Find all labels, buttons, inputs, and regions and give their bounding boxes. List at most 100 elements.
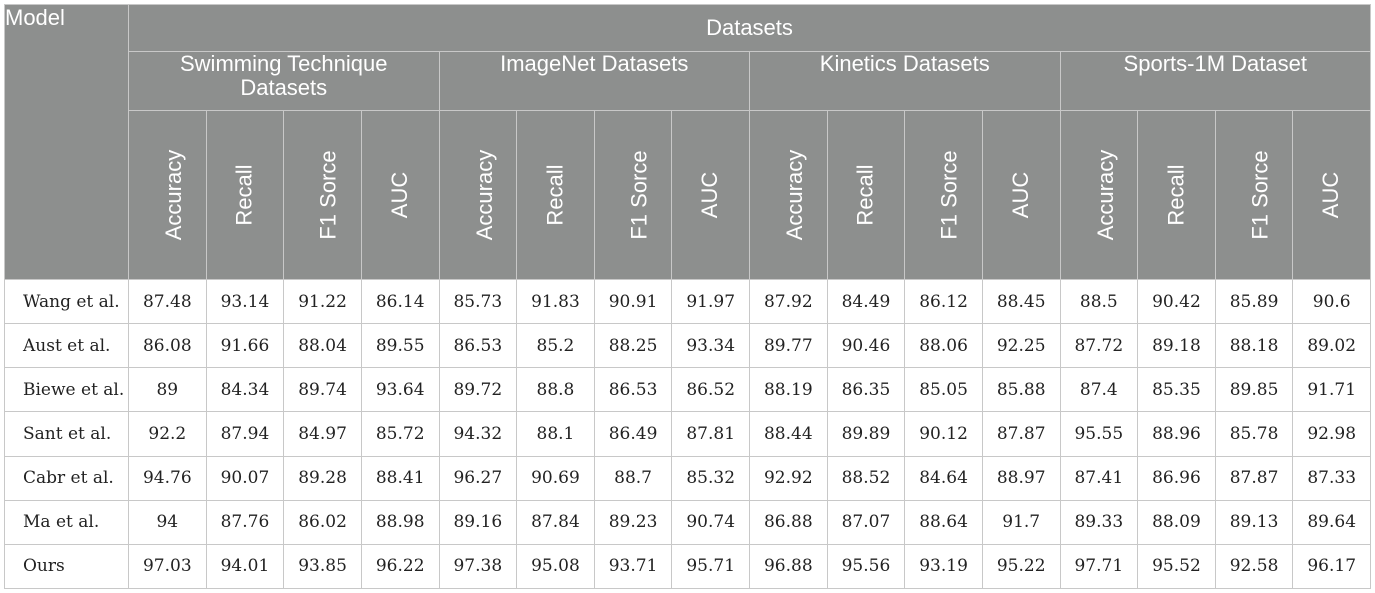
metric-label: Recall — [852, 164, 878, 226]
metric-value-cell: 87.07 — [826, 499, 906, 545]
metric-value-cell: 90.42 — [1137, 278, 1216, 325]
metric-value-cell: 89.85 — [1214, 367, 1294, 413]
table-row: Biewe et al. 89 84.34 89.74 93.64 89.72 88.8 86… — [4, 367, 1371, 413]
metric-value-cell: 93.71 — [593, 543, 673, 590]
metric-value-cell: 89.02 — [1292, 323, 1371, 369]
metric-label: Accuracy — [1092, 149, 1118, 241]
metric-value-cell: 89.77 — [749, 323, 828, 369]
metric-value-cell: 93.64 — [360, 367, 440, 413]
metric-value-cell: 95.52 — [1137, 543, 1216, 590]
metric-header: Accuracy — [1059, 110, 1139, 280]
metric-value-cell: 87.87 — [981, 411, 1061, 457]
metric-value-cell: 97.71 — [1059, 543, 1139, 590]
metric-value-cell: 90.07 — [205, 455, 285, 501]
dataset-group-title: Sports-1M Dataset — [1123, 51, 1307, 76]
metric-value-cell: 85.89 — [1214, 278, 1294, 325]
datasets-header: Datasets — [128, 4, 1371, 52]
metric-label: AUC — [1318, 171, 1344, 219]
metric-value-cell: 94.01 — [205, 543, 285, 590]
metric-value-cell: 87.92 — [749, 278, 828, 325]
metric-value-cell: 92.58 — [1214, 543, 1294, 590]
metric-value-cell: 92.98 — [1292, 411, 1371, 457]
metric-header-row: Accuracy Recall F1 Sorce AUC Accuracy Recall F… — [5, 110, 1371, 280]
metric-label: AUC — [1008, 171, 1034, 219]
metric-label: Recall — [542, 164, 568, 226]
metric-header: F1 Sorce — [904, 110, 983, 280]
metric-value-cell: 90.12 — [904, 411, 983, 457]
metric-value-cell: 95.71 — [671, 543, 750, 590]
metric-value-cell: 84.34 — [205, 367, 285, 413]
metric-value-cell: 88.06 — [904, 323, 983, 369]
metric-value-cell: 89.28 — [283, 455, 362, 501]
metric-value-cell: 89.55 — [360, 323, 440, 369]
metric-value-cell: 88.8 — [516, 367, 595, 413]
model-name-cell: Biewe et al. — [4, 367, 129, 413]
table-row: Sant et al. 92.2 87.94 84.97 85.72 94.32 88.1 8… — [4, 411, 1371, 457]
metric-value-cell: 89.16 — [438, 499, 518, 545]
metric-value-cell: 92.25 — [981, 323, 1061, 369]
dataset-group-header: Kinetics Datasets — [749, 51, 1061, 111]
metric-label: Accuracy — [161, 149, 187, 241]
metric-value-cell: 86.49 — [593, 411, 673, 457]
metric-value-cell: 88.5 — [1059, 278, 1139, 325]
metric-value-cell: 88.09 — [1137, 499, 1216, 545]
dataset-group-title: Kinetics Datasets — [819, 51, 990, 76]
metric-value-cell: 88.52 — [826, 455, 906, 501]
metric-value-cell: 93.14 — [205, 278, 285, 325]
metric-value-cell: 91.66 — [205, 323, 285, 369]
metric-value-cell: 90.91 — [593, 278, 673, 325]
metric-value-cell: 87.4 — [1059, 367, 1139, 413]
metric-value-cell: 85.78 — [1214, 411, 1294, 457]
metric-value-cell: 94.32 — [438, 411, 518, 457]
metric-value-cell: 96.22 — [360, 543, 440, 590]
metric-value-cell: 85.73 — [438, 278, 518, 325]
metric-value-cell: 85.32 — [671, 455, 750, 501]
dataset-group-title-line2: Datasets — [240, 75, 328, 100]
metric-value-cell: 94 — [128, 499, 207, 545]
metric-value-cell: 89.33 — [1059, 499, 1139, 545]
metric-header: AUC — [981, 110, 1061, 280]
metric-value-cell: 91.22 — [283, 278, 362, 325]
table-row: Cabr et al. 94.76 90.07 89.28 88.41 96.27 90.6… — [4, 455, 1371, 501]
metric-value-cell: 93.19 — [904, 543, 983, 590]
model-name-cell: Cabr et al. — [4, 455, 129, 501]
metric-header: F1 Sorce — [1214, 110, 1294, 280]
metric-value-cell: 95.55 — [1059, 411, 1139, 457]
metric-header: AUC — [1292, 110, 1371, 280]
metric-header: AUC — [671, 110, 750, 280]
metric-value-cell: 88.45 — [981, 278, 1061, 325]
metric-value-cell: 88.19 — [749, 367, 828, 413]
metric-value-cell: 86.88 — [749, 499, 828, 545]
metric-value-cell: 88.96 — [1137, 411, 1216, 457]
metric-value-cell: 86.02 — [283, 499, 362, 545]
metric-value-cell: 95.22 — [981, 543, 1061, 590]
metric-value-cell: 94.76 — [128, 455, 207, 501]
metric-label: Recall — [231, 164, 257, 226]
metric-value-cell: 89.74 — [283, 367, 362, 413]
dataset-group-header: Swimming Technique Datasets — [128, 51, 440, 111]
model-name-cell: Wang et al. — [4, 278, 129, 325]
table-header: Model Datasets Swimming Technique Dataset… — [4, 4, 1371, 280]
metric-value-cell: 89.72 — [438, 367, 518, 413]
model-name-cell: Sant et al. — [4, 411, 129, 457]
metric-value-cell: 89.13 — [1214, 499, 1294, 545]
model-name-cell: Aust et al. — [4, 323, 129, 369]
metric-value-cell: 87.94 — [205, 411, 285, 457]
metric-value-cell: 85.2 — [516, 323, 595, 369]
metric-label: Accuracy — [471, 149, 497, 241]
metric-value-cell: 86.96 — [1137, 455, 1216, 501]
metric-value-cell: 88.04 — [283, 323, 362, 369]
metric-header: Recall — [826, 110, 906, 280]
model-name-cell: Ma et al. — [4, 499, 129, 545]
metric-value-cell: 95.08 — [516, 543, 595, 590]
metric-value-cell: 87.87 — [1214, 455, 1294, 501]
metric-value-cell: 88.18 — [1214, 323, 1294, 369]
metric-value-cell: 93.34 — [671, 323, 750, 369]
metric-header: Recall — [1137, 110, 1216, 280]
metric-value-cell: 91.83 — [516, 278, 595, 325]
metric-header: F1 Sorce — [593, 110, 673, 280]
metric-header: F1 Sorce — [283, 110, 362, 280]
metric-value-cell: 89 — [128, 367, 207, 413]
model-name-cell: Ours — [4, 543, 129, 590]
metric-value-cell: 87.72 — [1059, 323, 1139, 369]
